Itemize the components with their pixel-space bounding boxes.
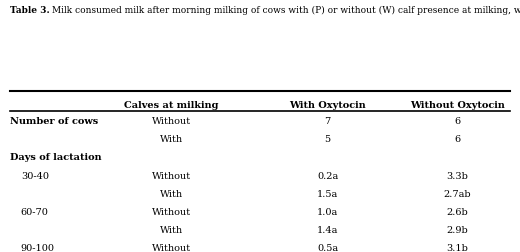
Text: 2.6b: 2.6b (447, 208, 469, 217)
Text: Without: Without (152, 208, 191, 217)
Text: With: With (160, 226, 183, 235)
Text: 7: 7 (324, 117, 331, 126)
Text: 0.5a: 0.5a (317, 244, 338, 252)
Text: 1.0a: 1.0a (317, 208, 338, 217)
Text: 6: 6 (454, 117, 461, 126)
Text: Calves at milking: Calves at milking (124, 101, 219, 110)
Text: With Oxytocin: With Oxytocin (289, 101, 366, 110)
Text: 2.7ab: 2.7ab (444, 190, 472, 199)
Text: Without: Without (152, 172, 191, 181)
Text: Table 3.: Table 3. (10, 6, 50, 15)
Text: With: With (160, 135, 183, 144)
Text: 3.3b: 3.3b (447, 172, 469, 181)
Text: 90-100: 90-100 (21, 244, 55, 252)
Text: With: With (160, 190, 183, 199)
Text: Without Oxytocin: Without Oxytocin (410, 101, 505, 110)
Text: 30-40: 30-40 (21, 172, 49, 181)
Text: 1.4a: 1.4a (317, 226, 339, 235)
Text: 6: 6 (454, 135, 461, 144)
Text: 1.5a: 1.5a (317, 190, 338, 199)
Text: 5: 5 (324, 135, 331, 144)
Text: Days of lactation: Days of lactation (10, 153, 102, 163)
Text: 0.2a: 0.2a (317, 172, 338, 181)
Text: 2.9b: 2.9b (447, 226, 469, 235)
Text: Number of cows: Number of cows (10, 117, 99, 126)
Text: Without: Without (152, 117, 191, 126)
Text: Without: Without (152, 244, 191, 252)
Text: 3.1b: 3.1b (447, 244, 469, 252)
Text: Milk consumed milk after morning milking of cows with (P) or without (W) calf pr: Milk consumed milk after morning milking… (49, 6, 520, 15)
Text: 60-70: 60-70 (21, 208, 49, 217)
